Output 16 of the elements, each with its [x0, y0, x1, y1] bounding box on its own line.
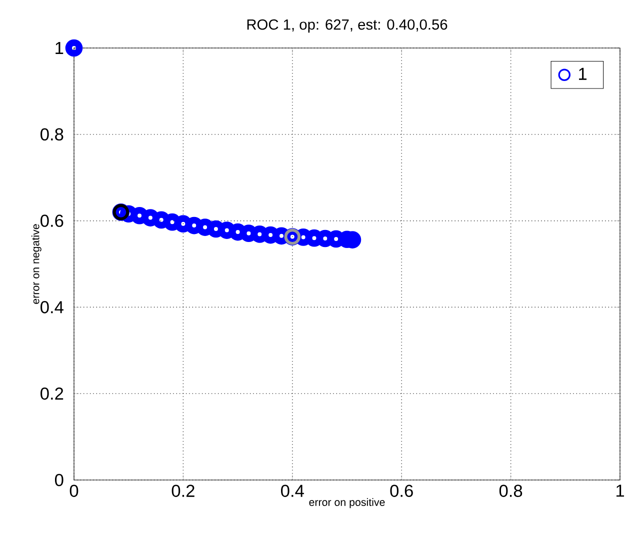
- chart-title: ROC 1, op: 627, est: 0.40,0.56: [247, 19, 448, 33]
- x-tick-label: 1: [616, 484, 624, 497]
- y-tick-label: 0.6: [40, 214, 64, 227]
- x-tick-label: 0: [70, 484, 78, 497]
- x-tick-label: 0.2: [172, 484, 194, 497]
- y-tick-label: 0: [54, 474, 64, 486]
- y-tick-label: 0.4: [40, 301, 64, 314]
- x-tick-label: 0.6: [390, 484, 413, 497]
- x-axis-title: error on positive: [309, 498, 385, 508]
- x-tick-label: 0.8: [499, 484, 522, 497]
- y-tick-label: 0.2: [40, 387, 64, 400]
- y-tick-label: 1: [56, 42, 64, 54]
- y-tick-label: 0.8: [40, 128, 64, 141]
- x-tick-label: 0.4: [281, 484, 304, 497]
- legend-label: 1: [579, 68, 587, 80]
- y-axis-title: error on negative: [31, 224, 42, 304]
